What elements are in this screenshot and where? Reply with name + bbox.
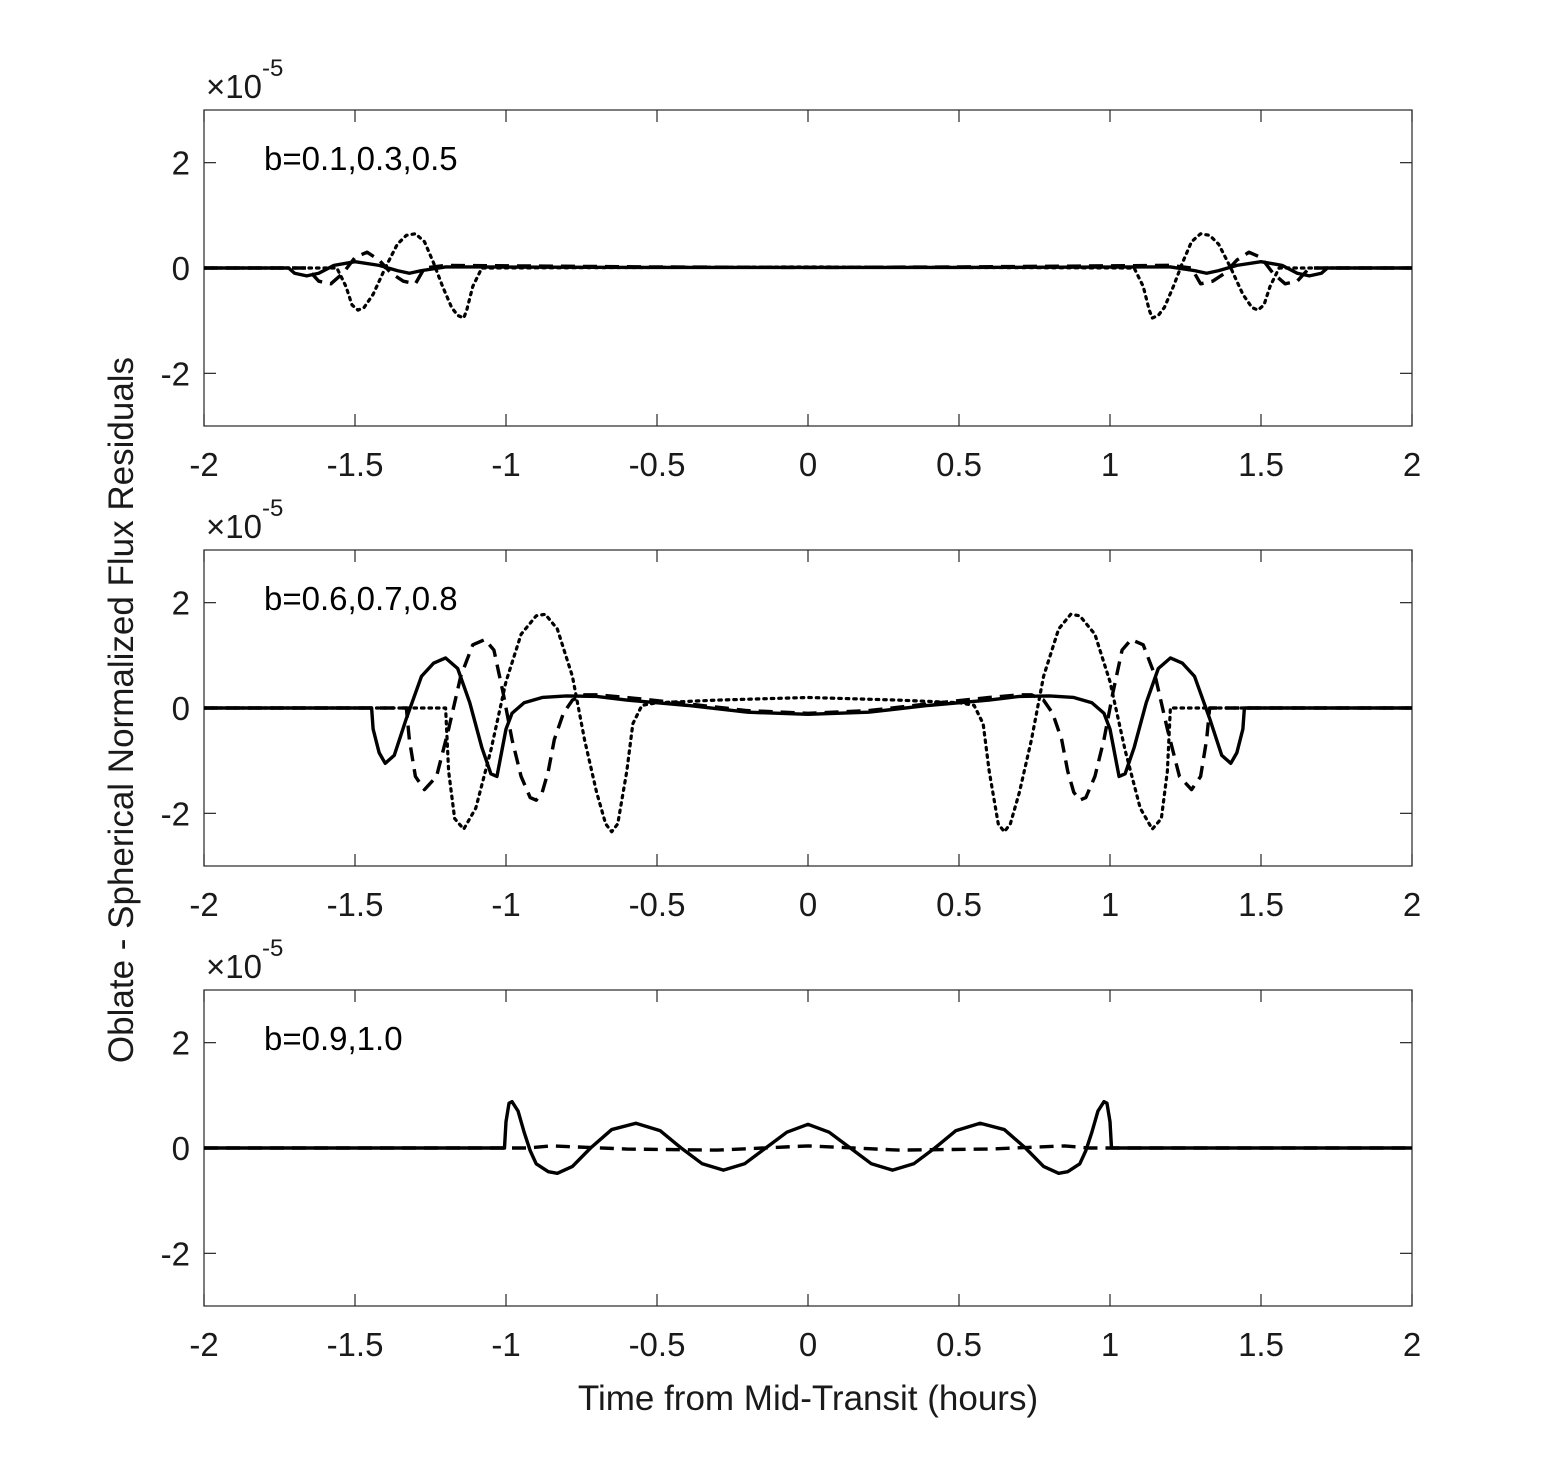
y-axis-label: Oblate - Spherical Normalized Flux Resid… — [102, 357, 141, 1063]
x-tick-label: -1 — [491, 446, 520, 483]
x-tick-label: 1.5 — [1238, 446, 1284, 483]
x-tick-label: -1.5 — [327, 446, 384, 483]
x-tick-label: -1.5 — [327, 1326, 384, 1363]
y-tick-label: -2 — [161, 1235, 190, 1272]
y-exponent-label: ×10-5 — [206, 935, 283, 985]
x-tick-label: 0 — [799, 446, 817, 483]
x-tick-label: 1 — [1101, 1326, 1119, 1363]
series-line-dashed — [204, 637, 1412, 802]
series-line-dashed — [204, 1144, 1412, 1152]
x-tick-label: 2 — [1403, 1326, 1421, 1363]
series-line-dotted — [204, 232, 1412, 320]
y-multiplier: ×10 — [206, 68, 262, 105]
y-exponent-label: ×10-5 — [206, 55, 283, 105]
x-tick-label: -0.5 — [629, 446, 686, 483]
x-tick-label: 2 — [1403, 446, 1421, 483]
x-tick-label: 0.5 — [936, 1326, 982, 1363]
y-tick-label: 2 — [172, 1025, 190, 1062]
x-tick-label: 0.5 — [936, 446, 982, 483]
x-tick-label: 1.5 — [1238, 1326, 1284, 1363]
panel-top: -2 -1.5 -1 -0.5 0 0.5 1 1.5 2 -2 0 2 ×10-5 b=0.1,0.3,… — [161, 55, 1422, 483]
x-tick-label: -2 — [189, 1326, 218, 1363]
x-tick-label: -0.5 — [629, 1326, 686, 1363]
panel-annotation: b=0.9,1.0 — [264, 1020, 403, 1057]
x-tick-label: 0 — [799, 1326, 817, 1363]
series-group — [204, 612, 1412, 834]
y-multiplier: ×10 — [206, 948, 262, 985]
x-tick-label: 1.5 — [1238, 886, 1284, 923]
x-tick-label: 2 — [1403, 886, 1421, 923]
y-tick-label: -2 — [161, 355, 190, 392]
x-axis-label: Time from Mid-Transit (hours) — [578, 1379, 1038, 1418]
panel-bottom: -2 -1.5 -1 -0.5 0 0.5 1 1.5 2 -2 0 2 ×10-5 b=0.9,1.0 T… — [161, 935, 1422, 1418]
y-tick-label: 0 — [172, 690, 190, 727]
y-multiplier: ×10 — [206, 508, 262, 545]
y-exponent: -5 — [262, 935, 283, 962]
series-line-dotted — [204, 612, 1412, 834]
series-line-solid — [204, 656, 1412, 779]
series-line-solid — [204, 1099, 1412, 1175]
x-tick-label: 1 — [1101, 886, 1119, 923]
y-tick-label: 0 — [172, 250, 190, 287]
x-tick-label: 0 — [799, 886, 817, 923]
x-tick-label: -2 — [189, 886, 218, 923]
y-tick-label: 2 — [172, 145, 190, 182]
y-tick-label: 2 — [172, 585, 190, 622]
x-tick-label: 1 — [1101, 446, 1119, 483]
x-tick-label: -1 — [491, 1326, 520, 1363]
x-tick-label: -2 — [189, 446, 218, 483]
x-tick-label: -1.5 — [327, 886, 384, 923]
y-exponent: -5 — [262, 495, 283, 522]
panel-annotation: b=0.1,0.3,0.5 — [264, 140, 458, 177]
panel-annotation: b=0.6,0.7,0.8 — [264, 580, 458, 617]
y-exponent-label: ×10-5 — [206, 495, 283, 545]
y-exponent: -5 — [262, 55, 283, 82]
x-tick-label: 0.5 — [936, 886, 982, 923]
series-group — [204, 1099, 1412, 1175]
series-group — [204, 232, 1412, 320]
panel-middle: -2 -1.5 -1 -0.5 0 0.5 1 1.5 2 -2 0 2 ×10-5 b=0.6,0.7,… — [161, 495, 1422, 923]
x-tick-label: -0.5 — [629, 886, 686, 923]
y-tick-label: 0 — [172, 1130, 190, 1167]
y-tick-label: -2 — [161, 795, 190, 832]
x-tick-label: -1 — [491, 886, 520, 923]
